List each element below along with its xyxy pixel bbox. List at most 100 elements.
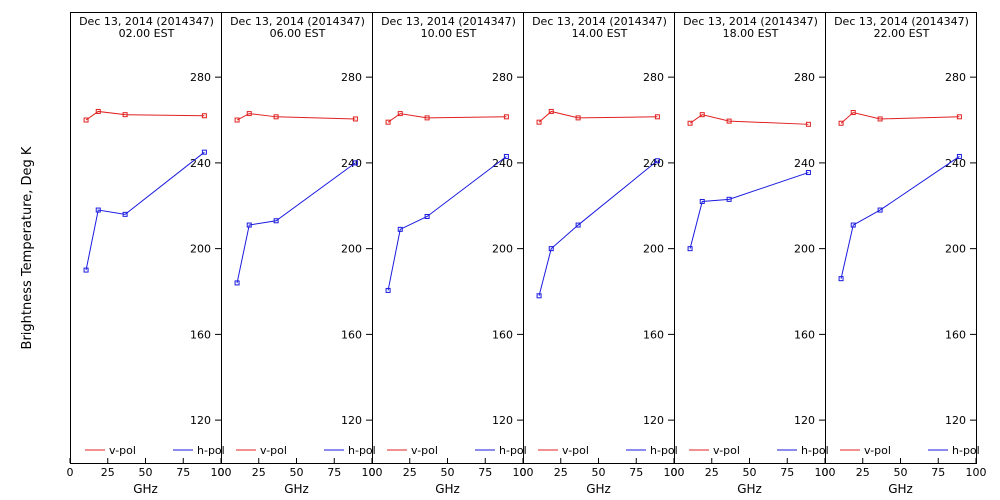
data-point-hpol [503,153,509,159]
x-tick-label: 75 [931,466,945,479]
x-axis-label: GHz [284,482,309,496]
legend-label-hpol: h-pol [952,444,980,457]
data-point-hpol [273,218,279,224]
data-point-vpol [956,114,962,120]
x-tick-label: 0 [520,466,527,479]
x-tick-label: 50 [743,466,757,479]
y-tick-label: 200 [341,243,362,256]
legend-label-hpol: h-pol [197,444,225,457]
y-axis-label: Brightness Temperature, Deg K [20,146,35,349]
y-tick-label: 280 [794,71,815,84]
x-tick-label: 100 [362,466,383,479]
panel-subtitle: 10.00 EST [421,27,477,40]
y-tick-label: 120 [341,414,362,427]
series-line-vpol [236,113,356,121]
data-point-vpol [424,115,430,121]
data-point-hpol [726,196,732,202]
data-point-hpol [850,222,856,228]
panel-1: Dec 13, 2014 (2014347)02.00 EST 120 160 200… [67,12,232,496]
data-point-hpol [83,267,89,273]
y-tick-label: 280 [945,71,966,84]
x-tick-label: 100 [664,466,685,479]
panel-6: Dec 13, 2014 (2014347)22.00 EST 120 160 200… [822,12,987,496]
data-point-vpol [687,120,693,126]
x-tick-label: 100 [815,466,836,479]
y-tick-label: 160 [945,328,966,341]
series-line-vpol [840,111,960,124]
data-point-hpol [536,293,542,299]
x-tick-label: 75 [327,466,341,479]
panel-subtitle: 06.00 EST [270,27,326,40]
panel-title: Dec 13, 2014 (2014347) [532,15,667,28]
x-tick-label: 25 [554,466,568,479]
panel-title: Dec 13, 2014 (2014347) [230,15,365,28]
x-tick-label: 50 [441,466,455,479]
series-line-vpol [538,110,658,123]
x-axis-label: GHz [586,482,611,496]
x-tick-label: 25 [101,466,115,479]
data-point-hpol [877,207,883,213]
y-tick-label: 200 [794,243,815,256]
legend-label-vpol: v-pol [109,444,136,457]
data-point-hpol [838,276,844,282]
panel-title: Dec 13, 2014 (2014347) [79,15,214,28]
x-tick-label: 25 [252,466,266,479]
y-tick-label: 200 [945,243,966,256]
y-tick-label: 160 [643,328,664,341]
data-point-hpol [699,198,705,204]
y-tick-label: 120 [190,414,211,427]
panel-3: Dec 13, 2014 (2014347)10.00 EST 120 160 200… [369,12,534,496]
data-point-vpol [83,117,89,123]
x-tick-label: 0 [67,466,74,479]
x-tick-label: 0 [218,466,225,479]
data-point-vpol [699,112,705,118]
y-tick-label: 120 [945,414,966,427]
y-tick-label: 240 [794,157,815,170]
data-point-hpol [575,222,581,228]
y-tick-label: 160 [794,328,815,341]
legend-label-vpol: v-pol [562,444,589,457]
y-tick-label: 200 [492,243,513,256]
series-line-vpol [689,114,809,125]
x-axis-label: GHz [737,482,762,496]
x-axis-label: GHz [888,482,913,496]
series-line-hpol [85,151,205,271]
y-tick-label: 240 [190,157,211,170]
y-tick-label: 280 [190,71,211,84]
panel-title: Dec 13, 2014 (2014347) [381,15,516,28]
data-point-vpol [246,111,252,117]
data-point-hpol [385,287,391,293]
data-point-vpol [397,111,403,117]
data-point-vpol [850,110,856,116]
y-tick-label: 160 [341,328,362,341]
panel-2: Dec 13, 2014 (2014347)06.00 EST 120 160 200… [218,12,383,496]
x-tick-label: 75 [629,466,643,479]
data-point-vpol [95,108,101,114]
x-tick-label: 50 [894,466,908,479]
data-point-vpol [548,108,554,114]
data-point-vpol [654,114,660,120]
data-point-vpol [536,119,542,125]
data-point-hpol [246,222,252,228]
legend-label-hpol: h-pol [801,444,829,457]
panel-4: Dec 13, 2014 (2014347)14.00 EST 120 160 200… [520,12,685,496]
y-tick-label: 280 [643,71,664,84]
x-axis-label: GHz [133,482,158,496]
series-line-hpol [689,172,809,249]
data-point-vpol [201,113,207,119]
data-point-vpol [575,115,581,121]
x-tick-label: 100 [211,466,232,479]
data-point-hpol [805,170,811,176]
data-point-hpol [122,211,128,217]
x-tick-label: 75 [176,466,190,479]
legend-label-vpol: v-pol [713,444,740,457]
data-point-vpol [503,114,509,120]
legend-label-hpol: h-pol [499,444,527,457]
panel-subtitle: 14.00 EST [572,27,628,40]
panel-subtitle: 18.00 EST [723,27,779,40]
data-point-hpol [234,280,240,286]
data-point-hpol [95,207,101,213]
x-tick-label: 25 [705,466,719,479]
series-line-hpol [236,162,356,284]
